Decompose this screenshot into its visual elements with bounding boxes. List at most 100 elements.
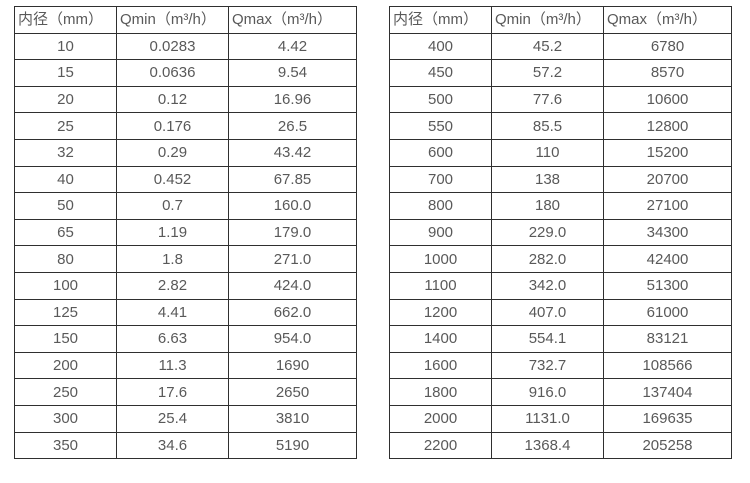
table-row: 350 34.6 5190 bbox=[14, 431, 357, 460]
cell-diameter: 25 bbox=[14, 112, 117, 140]
cell-diameter: 500 bbox=[389, 85, 492, 114]
table-row: 2200 1368.4 205258 bbox=[389, 431, 732, 460]
cell-qmin: 282.0 bbox=[491, 245, 604, 273]
header-row: 内径（mm） Qmin（m³/h） Qmax（m³/h） bbox=[14, 6, 357, 34]
header-cell-qmax: Qmax（m³/h） bbox=[228, 6, 357, 34]
cell-qmax: 1690 bbox=[228, 351, 357, 380]
cell-diameter: 450 bbox=[389, 59, 492, 87]
cell-qmin: 85.5 bbox=[491, 112, 604, 140]
cell-qmax: 34300 bbox=[603, 218, 732, 247]
cell-qmax: 26.5 bbox=[228, 112, 357, 140]
cell-qmax: 10600 bbox=[603, 85, 732, 114]
cell-diameter: 2000 bbox=[389, 404, 492, 433]
table-row: 500 77.6 10600 bbox=[389, 85, 732, 114]
cell-diameter: 400 bbox=[389, 32, 492, 61]
cell-qmin: 1.8 bbox=[116, 245, 229, 273]
cell-qmax: 83121 bbox=[603, 325, 732, 353]
table-row: 10 0.0283 4.42 bbox=[14, 32, 357, 61]
cell-qmin: 0.12 bbox=[116, 85, 229, 114]
cell-qmax: 954.0 bbox=[228, 325, 357, 353]
cell-qmax: 179.0 bbox=[228, 218, 357, 247]
table-row: 20 0.12 16.96 bbox=[14, 85, 357, 114]
cell-qmax: 43.42 bbox=[228, 138, 357, 167]
cell-diameter: 700 bbox=[389, 165, 492, 194]
cell-qmax: 61000 bbox=[603, 298, 732, 327]
header-cell-diameter: 内径（mm） bbox=[389, 6, 492, 34]
cell-qmin: 17.6 bbox=[116, 378, 229, 406]
cell-diameter: 50 bbox=[14, 192, 117, 220]
cell-diameter: 40 bbox=[14, 165, 117, 194]
cell-qmax: 51300 bbox=[603, 271, 732, 300]
cell-qmax: 169635 bbox=[603, 404, 732, 433]
cell-qmin: 4.41 bbox=[116, 298, 229, 327]
cell-diameter: 300 bbox=[14, 404, 117, 433]
cell-qmax: 8570 bbox=[603, 59, 732, 87]
cell-qmax: 271.0 bbox=[228, 245, 357, 273]
cell-diameter: 10 bbox=[14, 32, 117, 61]
table-row: 150 6.63 954.0 bbox=[14, 325, 357, 353]
cell-qmax: 16.96 bbox=[228, 85, 357, 114]
cell-qmin: 0.29 bbox=[116, 138, 229, 167]
table-row: 25 0.176 26.5 bbox=[14, 112, 357, 140]
cell-diameter: 20 bbox=[14, 85, 117, 114]
cell-qmin: 180 bbox=[491, 192, 604, 220]
cell-qmin: 138 bbox=[491, 165, 604, 194]
table-row: 1600 732.7 108566 bbox=[389, 351, 732, 380]
cell-qmin: 45.2 bbox=[491, 32, 604, 61]
cell-qmin: 342.0 bbox=[491, 271, 604, 300]
cell-diameter: 250 bbox=[14, 378, 117, 406]
cell-diameter: 550 bbox=[389, 112, 492, 140]
cell-qmin: 0.452 bbox=[116, 165, 229, 194]
cell-qmax: 3810 bbox=[228, 404, 357, 433]
cell-diameter: 1200 bbox=[389, 298, 492, 327]
cell-qmax: 6780 bbox=[603, 32, 732, 61]
table-row: 900 229.0 34300 bbox=[389, 218, 732, 247]
cell-diameter: 600 bbox=[389, 138, 492, 167]
cell-qmax: 205258 bbox=[603, 431, 732, 460]
cell-qmax: 160.0 bbox=[228, 192, 357, 220]
cell-qmin: 1131.0 bbox=[491, 404, 604, 433]
cell-qmin: 110 bbox=[491, 138, 604, 167]
table-row: 40 0.452 67.85 bbox=[14, 165, 357, 194]
table-row: 700 138 20700 bbox=[389, 165, 732, 194]
cell-qmax: 137404 bbox=[603, 378, 732, 406]
table-row: 250 17.6 2650 bbox=[14, 378, 357, 406]
cell-qmax: 15200 bbox=[603, 138, 732, 167]
cell-qmin: 916.0 bbox=[491, 378, 604, 406]
cell-diameter: 15 bbox=[14, 59, 117, 87]
cell-qmin: 0.7 bbox=[116, 192, 229, 220]
cell-qmin: 1.19 bbox=[116, 218, 229, 247]
cell-qmin: 554.1 bbox=[491, 325, 604, 353]
table-row: 80 1.8 271.0 bbox=[14, 245, 357, 273]
cell-qmin: 77.6 bbox=[491, 85, 604, 114]
cell-qmax: 424.0 bbox=[228, 271, 357, 300]
cell-diameter: 32 bbox=[14, 138, 117, 167]
cell-diameter: 1400 bbox=[389, 325, 492, 353]
cell-diameter: 1000 bbox=[389, 245, 492, 273]
cell-qmin: 6.63 bbox=[116, 325, 229, 353]
flow-table-large-diameters: 内径（mm） Qmin（m³/h） Qmax（m³/h） 400 45.2 6780 45… bbox=[389, 6, 732, 460]
table-row: 15 0.0636 9.54 bbox=[14, 59, 357, 87]
cell-qmin: 57.2 bbox=[491, 59, 604, 87]
cell-qmax: 5190 bbox=[228, 431, 357, 460]
flow-table-small-diameters: 内径（mm） Qmin（m³/h） Qmax（m³/h） 10 0.0283 4.42 1… bbox=[14, 6, 357, 460]
cell-qmax: 42400 bbox=[603, 245, 732, 273]
table-row: 125 4.41 662.0 bbox=[14, 298, 357, 327]
table-row: 1200 407.0 61000 bbox=[389, 298, 732, 327]
table-row: 100 2.82 424.0 bbox=[14, 271, 357, 300]
cell-qmax: 108566 bbox=[603, 351, 732, 380]
table-row: 1000 282.0 42400 bbox=[389, 245, 732, 273]
table-row: 550 85.5 12800 bbox=[389, 112, 732, 140]
cell-diameter: 65 bbox=[14, 218, 117, 247]
cell-qmin: 0.176 bbox=[116, 112, 229, 140]
cell-qmin: 0.0283 bbox=[116, 32, 229, 61]
cell-qmax: 27100 bbox=[603, 192, 732, 220]
cell-diameter: 2200 bbox=[389, 431, 492, 460]
cell-diameter: 900 bbox=[389, 218, 492, 247]
header-row: 内径（mm） Qmin（m³/h） Qmax（m³/h） bbox=[389, 6, 732, 34]
table-row: 400 45.2 6780 bbox=[389, 32, 732, 61]
cell-diameter: 800 bbox=[389, 192, 492, 220]
header-cell-qmax: Qmax（m³/h） bbox=[603, 6, 732, 34]
header-cell-qmin: Qmin（m³/h） bbox=[116, 6, 229, 34]
header-cell-diameter: 内径（mm） bbox=[14, 6, 117, 34]
